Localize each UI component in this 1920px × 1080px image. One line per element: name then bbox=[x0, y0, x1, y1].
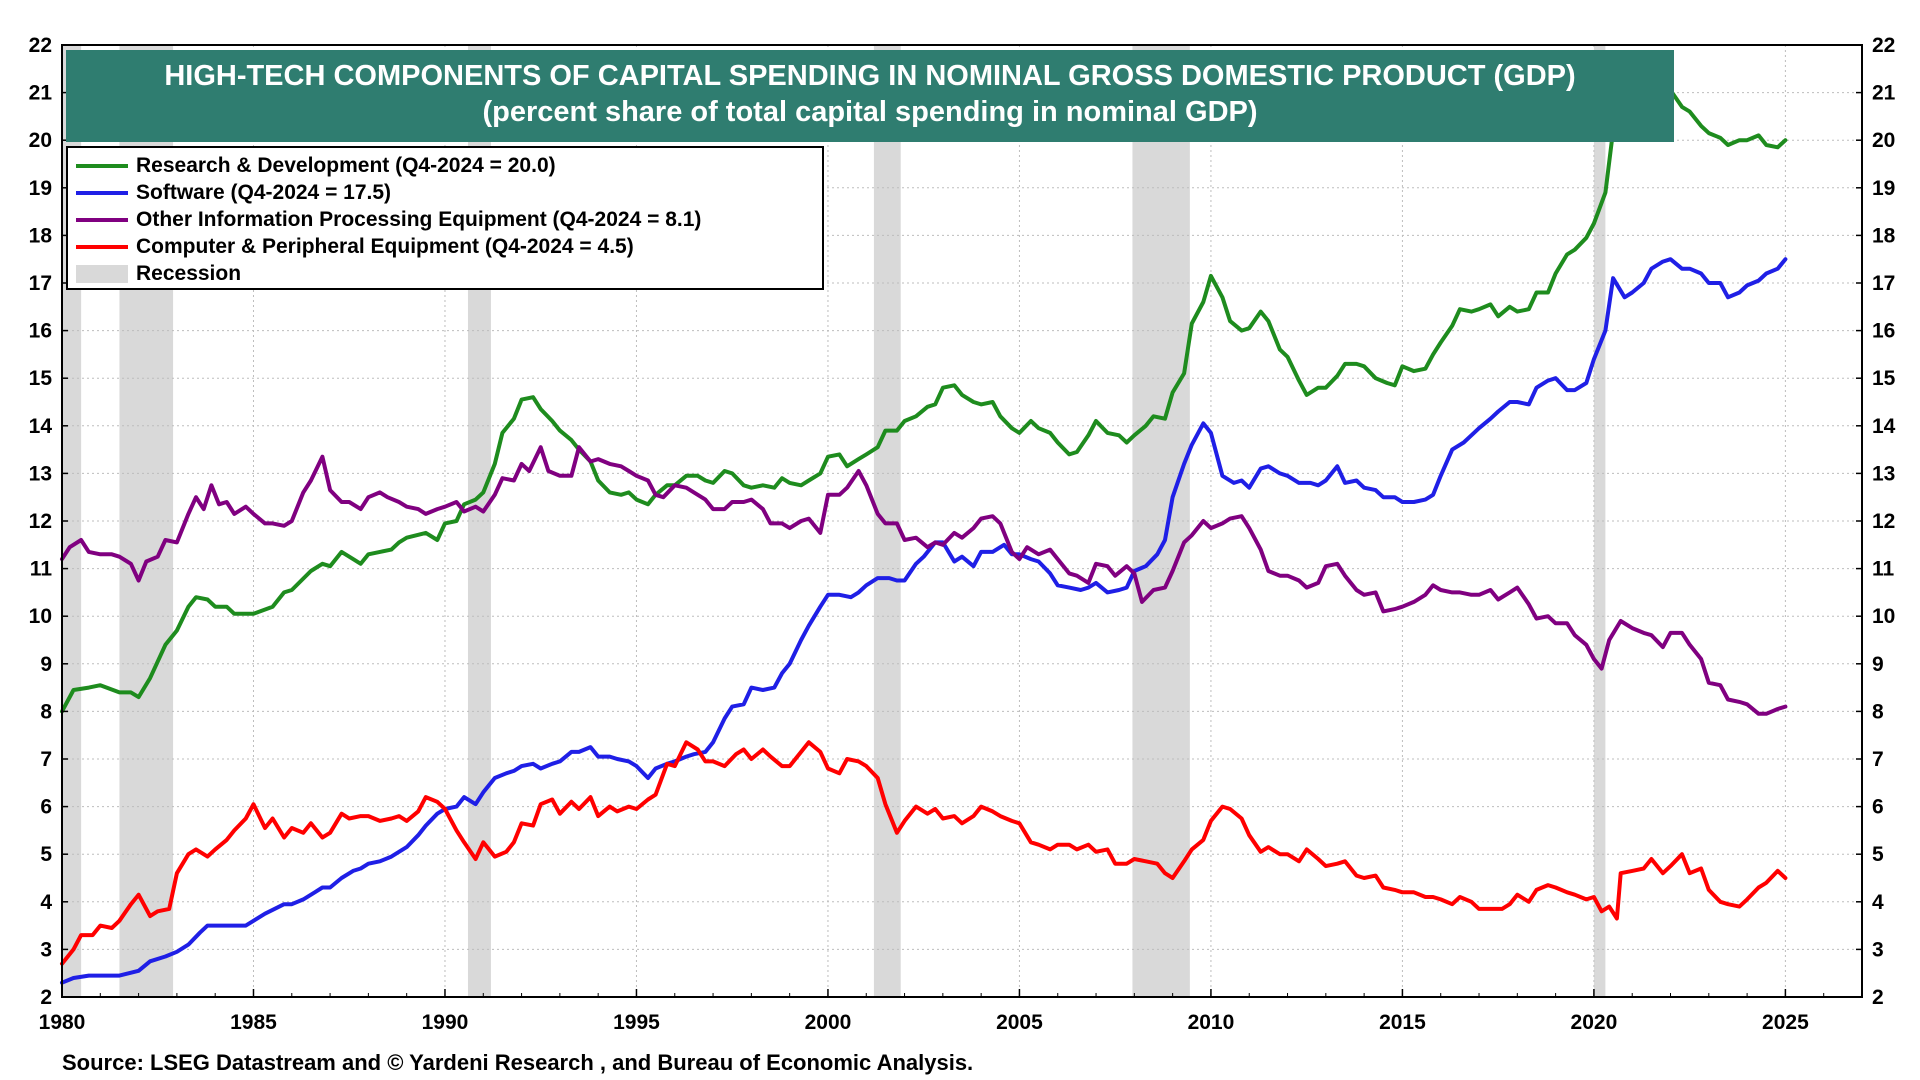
y-tick-label: 22 bbox=[29, 34, 52, 57]
legend-item-research-development: Research & Development (Q4-2024 = 20.0) bbox=[76, 152, 822, 179]
y-tick-label: 5 bbox=[1872, 843, 1884, 866]
y-tick-label: 3 bbox=[40, 938, 52, 961]
x-tick-label: 2005 bbox=[996, 1011, 1043, 1034]
y-tick-label: 17 bbox=[1872, 272, 1895, 295]
y-tick-label: 2 bbox=[40, 986, 52, 1009]
series-line-3 bbox=[60, 740, 1788, 966]
legend-swatch-green bbox=[76, 163, 128, 168]
legend-swatch-red bbox=[76, 244, 128, 249]
recession-band bbox=[1132, 45, 1190, 997]
y-tick-label: 8 bbox=[40, 700, 52, 723]
y-tick-label: 18 bbox=[29, 224, 53, 247]
y-tick-label: 20 bbox=[1872, 129, 1895, 152]
y-tick-label: 15 bbox=[1872, 367, 1896, 390]
y-tick-label: 19 bbox=[1872, 177, 1895, 200]
y-tick-label: 9 bbox=[1872, 653, 1884, 676]
y-tick-label: 2 bbox=[1872, 986, 1884, 1009]
y-tick-label: 18 bbox=[1872, 224, 1896, 247]
legend-label: Other Information Processing Equipment (… bbox=[136, 207, 702, 231]
y-tick-label: 8 bbox=[1872, 700, 1884, 723]
y-tick-label: 10 bbox=[29, 605, 52, 628]
y-tick-label: 6 bbox=[40, 796, 52, 819]
legend-swatch-recession bbox=[76, 264, 128, 283]
series-line-2 bbox=[60, 445, 1788, 716]
y-tick-label: 11 bbox=[30, 558, 53, 581]
y-axis-right: 2 3 4 5 6 7 8 9 10 11 12 13 14 15 16 17 18 19 20 21 22 bbox=[1856, 34, 1896, 1009]
y-tick-label: 3 bbox=[1872, 938, 1884, 961]
legend-item-software: Software (Q4-2024 = 17.5) bbox=[76, 179, 822, 206]
x-tick-label: 2020 bbox=[1571, 1011, 1618, 1034]
y-tick-label: 21 bbox=[1872, 82, 1896, 105]
legend-label: Computer & Peripheral Equipment (Q4-2024… bbox=[136, 234, 634, 258]
legend-swatch-purple bbox=[76, 217, 128, 222]
y-tick-label: 7 bbox=[40, 748, 52, 771]
chart-legend: Research & Development (Q4-2024 = 20.0) … bbox=[66, 146, 824, 290]
y-tick-label: 4 bbox=[40, 891, 52, 914]
x-axis: 1980 1985 1990 1995 2000 2005 2010 2015 2020 2025 bbox=[39, 989, 1863, 1034]
x-tick-label: 1980 bbox=[39, 1011, 86, 1034]
y-tick-label: 12 bbox=[29, 510, 52, 533]
legend-item-computer-peripheral: Computer & Peripheral Equipment (Q4-2024… bbox=[76, 233, 822, 260]
chart-title: HIGH-TECH COMPONENTS OF CAPITAL SPENDING… bbox=[164, 60, 1576, 92]
series-lines bbox=[60, 71, 1788, 985]
legend-label: Software (Q4-2024 = 17.5) bbox=[136, 180, 392, 204]
x-tick-label: 2015 bbox=[1379, 1011, 1426, 1034]
y-tick-label: 13 bbox=[1872, 462, 1895, 485]
y-tick-label: 4 bbox=[1872, 891, 1884, 914]
legend-label: Recession bbox=[136, 261, 242, 285]
x-tick-label: 2000 bbox=[805, 1011, 852, 1034]
y-tick-label: 15 bbox=[29, 367, 53, 390]
legend-item-other-info-equipment: Other Information Processing Equipment (… bbox=[76, 206, 822, 233]
y-tick-label: 12 bbox=[1872, 510, 1895, 533]
x-tick-label: 1995 bbox=[613, 1011, 660, 1034]
x-tick-label: 1985 bbox=[230, 1011, 277, 1034]
legend-label: Research & Development (Q4-2024 = 20.0) bbox=[136, 153, 556, 177]
y-tick-label: 7 bbox=[1872, 748, 1884, 771]
y-tick-label: 16 bbox=[1872, 320, 1895, 343]
y-tick-label: 13 bbox=[29, 462, 52, 485]
y-tick-label: 22 bbox=[1872, 34, 1895, 57]
y-tick-label: 19 bbox=[29, 177, 52, 200]
x-tick-label: 1990 bbox=[422, 1011, 469, 1034]
y-tick-label: 5 bbox=[40, 843, 52, 866]
series-line-1 bbox=[60, 257, 1788, 985]
x-tick-label: 2025 bbox=[1762, 1011, 1809, 1034]
y-tick-label: 10 bbox=[1872, 605, 1895, 628]
chart-title-banner: HIGH-TECH COMPONENTS OF CAPITAL SPENDING… bbox=[66, 50, 1674, 142]
series-line-0 bbox=[60, 71, 1788, 714]
chart-subtitle: (percent share of total capital spending… bbox=[482, 96, 1258, 128]
x-tick-label: 2010 bbox=[1188, 1011, 1235, 1034]
y-tick-label: 21 bbox=[29, 82, 53, 105]
y-tick-label: 9 bbox=[40, 653, 52, 676]
y-tick-label: 20 bbox=[29, 129, 52, 152]
y-tick-label: 6 bbox=[1872, 796, 1884, 819]
recession-band bbox=[1593, 45, 1606, 997]
y-tick-label: 14 bbox=[1872, 415, 1896, 438]
y-tick-label: 14 bbox=[29, 415, 53, 438]
y-tick-label: 16 bbox=[29, 320, 52, 343]
legend-swatch-blue bbox=[76, 190, 128, 195]
y-tick-label: 11 bbox=[1872, 558, 1895, 581]
legend-item-recession: Recession bbox=[76, 260, 822, 287]
y-axis-left: 2 3 4 5 6 7 8 9 10 11 12 13 14 15 16 17 18 19 20 21 22 bbox=[29, 34, 68, 1009]
y-tick-label: 17 bbox=[29, 272, 52, 295]
source-note: Source: LSEG Datastream and © Yardeni Re… bbox=[62, 1050, 974, 1075]
